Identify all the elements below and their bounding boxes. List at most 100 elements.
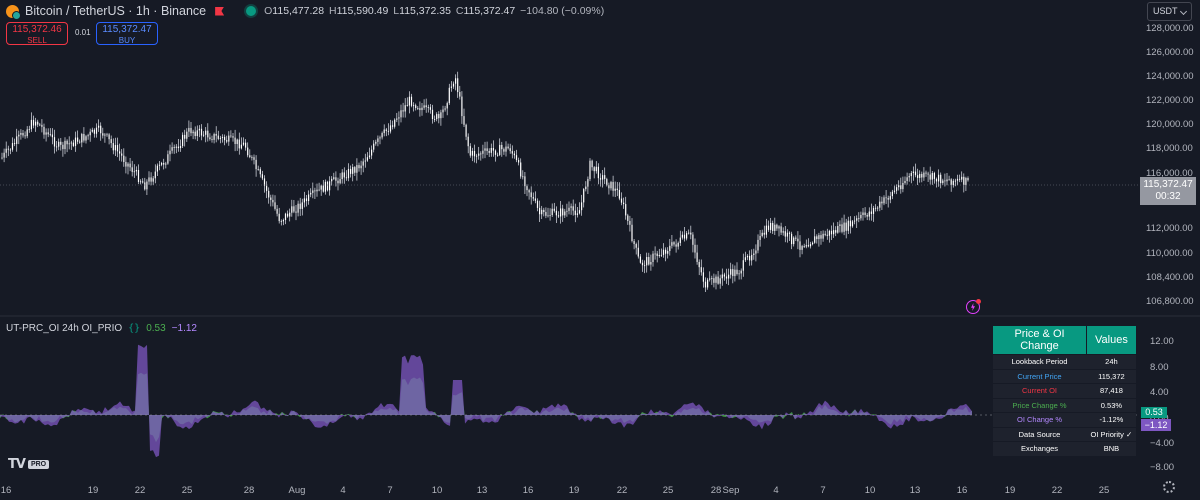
candle-body xyxy=(242,142,245,145)
candle-body xyxy=(524,176,526,187)
gear-icon[interactable] xyxy=(1163,481,1175,493)
candle-body xyxy=(209,137,211,140)
candle-body xyxy=(833,230,835,235)
sell-price: 115,372.46 xyxy=(12,24,62,35)
tradingview-logo[interactable]: TV PRO xyxy=(8,457,50,472)
candle-body xyxy=(249,155,251,158)
candle-body xyxy=(801,246,803,250)
candle-body xyxy=(303,198,305,203)
candle-body xyxy=(308,194,310,202)
price-axis-label: 116,000.00 xyxy=(1146,168,1193,179)
candle-body xyxy=(404,105,406,112)
time-axis-label: 7 xyxy=(820,485,825,496)
candle-body xyxy=(935,178,938,182)
candle-body xyxy=(280,221,282,222)
sell-button[interactable]: 115,372.46 SELL xyxy=(6,22,68,45)
buy-button[interactable]: 115,372.47 BUY xyxy=(96,22,158,45)
candle-body xyxy=(167,154,169,164)
candle-body xyxy=(289,212,291,217)
candle-body xyxy=(818,235,820,240)
candle-body xyxy=(534,198,536,201)
candle-body xyxy=(522,176,524,178)
candle-body xyxy=(398,117,400,119)
currency-select[interactable]: USDT xyxy=(1147,2,1192,21)
ohlc-open: 115,477.28 xyxy=(272,5,325,17)
candle-body xyxy=(396,118,398,120)
time-axis-label: Sep xyxy=(723,485,740,496)
candle-body xyxy=(906,177,908,181)
candle-body xyxy=(171,147,173,151)
candle-body xyxy=(749,255,751,261)
candle-body xyxy=(564,211,566,216)
candle-body xyxy=(658,255,660,256)
candle-body xyxy=(780,226,782,233)
symbol-title[interactable]: Bitcoin / TetherUS · 1h · Binance xyxy=(25,4,207,18)
candle-body xyxy=(400,110,402,118)
candle-body xyxy=(91,129,93,132)
candle-body xyxy=(144,182,146,190)
candle-body xyxy=(215,134,217,136)
candle-body xyxy=(956,178,959,181)
price-axis-label: 118,000.00 xyxy=(1146,143,1193,154)
lightning-bolt-icon[interactable] xyxy=(966,299,981,314)
candle-body xyxy=(753,253,755,255)
code-icon[interactable]: {} xyxy=(128,323,141,334)
candle-body xyxy=(513,153,515,156)
candle-body xyxy=(492,147,494,151)
candle-body xyxy=(331,178,333,182)
candle-body xyxy=(257,169,259,170)
indicator-legend[interactable]: UT-PRC_OI 24h OI_PRIO {} 0.53 −1.12 xyxy=(6,323,197,334)
candle-body xyxy=(345,177,347,179)
candle-body xyxy=(270,197,272,200)
time-axis-label: 25 xyxy=(663,485,674,496)
candle-body xyxy=(123,155,125,162)
candle-body xyxy=(620,198,623,203)
candle-body xyxy=(774,224,776,231)
current-price-value: 115,372.47 xyxy=(1143,179,1193,190)
candle-body xyxy=(847,220,849,231)
candle-body xyxy=(350,168,352,174)
candle-body xyxy=(593,167,595,172)
indicator-axis-label: 8.00 xyxy=(1150,362,1169,373)
candle-body xyxy=(66,140,68,145)
candle-body xyxy=(3,152,5,158)
flag-icon[interactable] xyxy=(215,6,225,16)
candle-body xyxy=(809,244,812,247)
candle-body xyxy=(578,210,581,214)
market-status-icon[interactable] xyxy=(246,6,257,16)
time-axis-label: 19 xyxy=(88,485,99,496)
candle-body xyxy=(119,151,121,154)
candle-body xyxy=(35,121,37,126)
candle-body xyxy=(83,134,85,141)
candle-body xyxy=(161,163,163,165)
indicator-axis-label: 0.00 xyxy=(1150,413,1169,424)
candle-body xyxy=(965,178,967,185)
candle-body xyxy=(392,125,394,127)
candle-body xyxy=(696,252,698,262)
candle-body xyxy=(851,221,854,227)
candle-body xyxy=(921,173,923,178)
candle-body xyxy=(68,143,70,145)
candle-body xyxy=(744,257,746,261)
candle-body xyxy=(58,141,60,147)
candle-body xyxy=(287,213,289,217)
candle-body xyxy=(618,189,620,199)
candle-body xyxy=(917,175,919,178)
candle-body xyxy=(646,257,648,266)
candle-body xyxy=(60,141,62,145)
candle-body xyxy=(893,190,896,192)
candle-body xyxy=(484,148,486,151)
candle-body xyxy=(341,172,343,180)
time-axis-label: 10 xyxy=(865,485,876,496)
candle-body xyxy=(478,153,480,156)
time-axis-label: 28 xyxy=(244,485,255,496)
candle-body xyxy=(505,146,507,152)
candle-body xyxy=(116,145,119,152)
candle-body xyxy=(20,133,22,135)
candle-body xyxy=(253,157,255,160)
candle-body xyxy=(194,131,196,137)
indicator-name[interactable]: UT-PRC_OI 24h OI_PRIO xyxy=(6,323,123,334)
candle-body xyxy=(549,215,551,216)
candle-body xyxy=(883,197,885,204)
